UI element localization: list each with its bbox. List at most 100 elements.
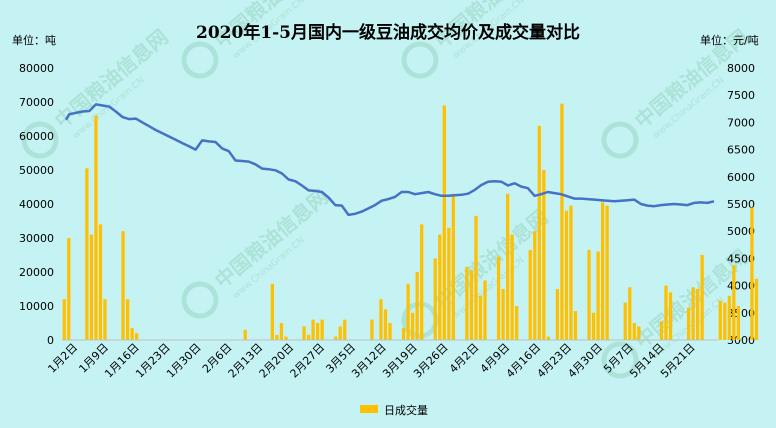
volume-bar	[98, 224, 103, 340]
volume-bar	[750, 207, 754, 340]
volume-bar	[135, 333, 139, 340]
volume-bar	[94, 115, 98, 340]
volume-bar	[447, 227, 451, 340]
volume-bar	[410, 312, 415, 340]
volume-bar	[587, 249, 591, 340]
volume-bar	[406, 283, 410, 340]
volume-bar	[591, 312, 596, 340]
left-tick-label: 60000	[19, 130, 54, 143]
volume-bar	[555, 289, 560, 340]
volume-bar	[67, 238, 71, 340]
volume-bar	[284, 336, 288, 340]
volume-bar	[754, 278, 759, 340]
legend-label: 日成交量	[384, 403, 428, 417]
volume-bar	[243, 329, 247, 340]
volume-bar	[302, 326, 306, 340]
volume-bar	[478, 295, 483, 340]
volume-bar	[605, 205, 609, 340]
right-tick-label: 7000	[727, 116, 755, 129]
right-tick-label: 7500	[727, 89, 755, 102]
volume-bar	[279, 323, 284, 340]
x-tick-label: 2月27日	[288, 341, 328, 381]
volume-bar	[438, 234, 442, 340]
volume-bar	[736, 306, 740, 340]
volume-bar	[415, 272, 419, 340]
volume-bar	[700, 255, 704, 340]
left-tick-label: 30000	[19, 232, 54, 245]
volume-bar	[632, 323, 636, 340]
volume-bar	[723, 302, 727, 340]
volume-bar	[537, 125, 541, 340]
x-tick-label: 3月26日	[411, 341, 451, 381]
right-tick-label: 5500	[727, 198, 755, 211]
volume-bar	[637, 326, 641, 340]
volume-bar	[533, 231, 537, 340]
volume-bar	[442, 105, 446, 341]
legend-swatch	[360, 405, 378, 413]
volume-bar	[103, 299, 107, 340]
volume-bar	[121, 231, 125, 340]
volume-bar	[564, 210, 569, 340]
volume-bar	[510, 234, 514, 340]
left-tick-label: 70000	[19, 96, 54, 109]
volume-bar	[89, 234, 94, 340]
bar-series	[62, 103, 759, 341]
volume-bar	[515, 306, 519, 340]
volume-bar	[474, 215, 478, 340]
left-tick-label: 20000	[19, 266, 54, 279]
left-tick-label: 40000	[19, 198, 54, 211]
right-tick-label: 6000	[727, 171, 755, 184]
volume-bar	[501, 289, 505, 340]
volume-bar	[506, 193, 510, 340]
left-tick-label: 50000	[19, 164, 54, 177]
left-tick-label: 10000	[19, 300, 54, 313]
volume-bar	[469, 270, 474, 340]
volume-bar	[306, 334, 311, 340]
right-tick-label: 6500	[727, 144, 755, 157]
volume-bar	[62, 299, 66, 340]
volume-bar	[315, 323, 320, 340]
volume-bar	[130, 328, 134, 340]
right-tick-label: 5000	[727, 225, 755, 238]
x-tick-label: 4月2日	[447, 341, 482, 376]
x-tick-label: 1月30日	[164, 341, 204, 381]
volume-bar	[546, 336, 550, 340]
volume-bar	[696, 289, 700, 340]
volume-bar	[125, 299, 130, 340]
volume-bar	[401, 328, 406, 340]
volume-bar	[496, 256, 501, 340]
volume-bar	[560, 103, 564, 340]
volume-bar	[420, 224, 424, 340]
volume-bar	[596, 251, 600, 340]
volume-bar	[85, 168, 89, 340]
volume-bar	[338, 326, 342, 340]
volume-bar	[727, 295, 731, 340]
volume-bar	[433, 258, 437, 340]
right-axis-unit: 单位：元/吨	[700, 33, 759, 47]
volume-bar	[732, 265, 736, 340]
volume-bar	[311, 319, 315, 340]
volume-bar	[388, 323, 392, 340]
volume-bar	[542, 170, 546, 340]
volume-bar	[334, 336, 338, 340]
price-line	[64, 103, 715, 217]
right-tick-label: 8000	[727, 62, 755, 75]
right-tick-label: 4500	[727, 252, 755, 265]
chart-title: 2020年1-5月国内一级豆油成交均价及成交量对比	[196, 22, 580, 43]
volume-bar	[379, 299, 383, 340]
volume-bar	[628, 287, 632, 340]
watermark-text: 中国粮油信息网	[210, 185, 333, 293]
volume-bar	[483, 280, 487, 340]
volume-bar	[320, 319, 324, 340]
volume-bar	[659, 321, 664, 340]
x-axis-labels: 1月2日1月9日1月16日1月23日1月30日2月6日2月13日2月20日2月2…	[45, 341, 697, 381]
volume-bar	[664, 285, 668, 340]
volume-bar	[451, 193, 455, 340]
volume-bar	[601, 202, 605, 340]
left-tick-label: 80000	[19, 62, 54, 75]
volume-bar	[691, 287, 695, 340]
